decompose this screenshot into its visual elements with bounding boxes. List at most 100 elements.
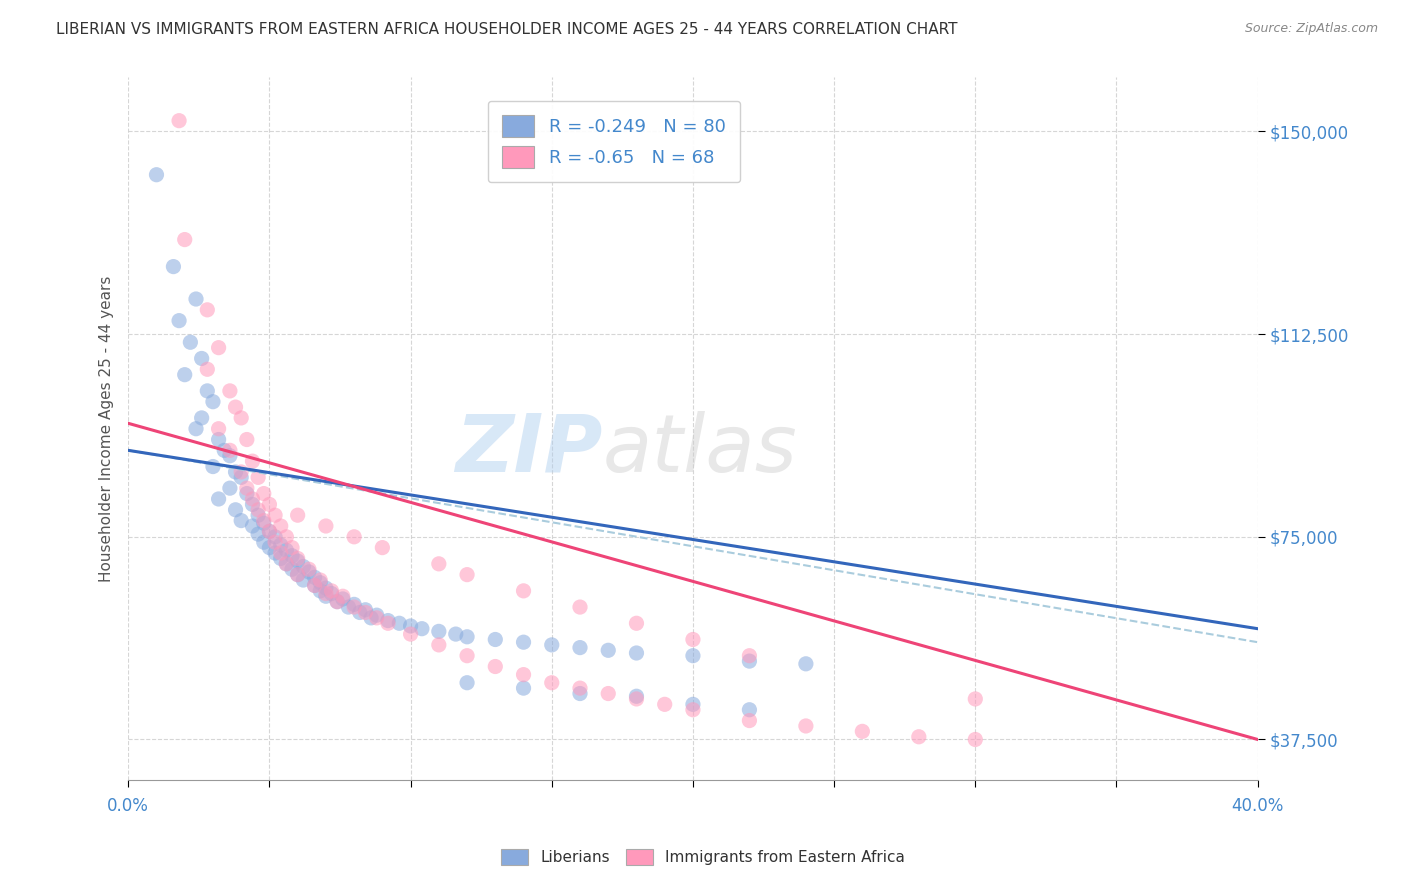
Point	[253, 514, 276, 528]
Point	[242, 519, 264, 533]
Point	[259, 524, 281, 539]
Point	[247, 508, 270, 523]
Point	[309, 575, 332, 590]
Text: LIBERIAN VS IMMIGRANTS FROM EASTERN AFRICA HOUSEHOLDER INCOME AGES 25 - 44 YEARS: LIBERIAN VS IMMIGRANTS FROM EASTERN AFRI…	[56, 22, 957, 37]
Point	[315, 586, 337, 600]
Point	[270, 546, 292, 560]
Point	[276, 530, 298, 544]
Point	[219, 443, 242, 458]
Point	[738, 648, 761, 663]
Point	[212, 443, 235, 458]
Point	[343, 598, 366, 612]
Point	[287, 551, 309, 566]
Point	[259, 541, 281, 555]
Point	[366, 608, 388, 623]
Point	[219, 449, 242, 463]
Point	[569, 600, 592, 615]
Point	[145, 168, 167, 182]
Point	[264, 530, 287, 544]
Point	[321, 583, 343, 598]
Point	[264, 535, 287, 549]
Point	[332, 591, 354, 606]
Point	[399, 619, 422, 633]
Point	[304, 570, 326, 584]
Point	[270, 538, 292, 552]
Point	[247, 527, 270, 541]
Point	[540, 638, 562, 652]
Point	[309, 573, 332, 587]
Point	[388, 616, 411, 631]
Point	[337, 600, 360, 615]
Point	[456, 675, 478, 690]
Point	[253, 486, 276, 500]
Point	[794, 719, 817, 733]
Point	[247, 503, 270, 517]
Point	[236, 433, 259, 447]
Point	[484, 659, 506, 673]
Point	[512, 583, 534, 598]
Point	[794, 657, 817, 671]
Point	[190, 411, 212, 425]
Point	[399, 627, 422, 641]
Point	[377, 616, 399, 631]
Text: Source: ZipAtlas.com: Source: ZipAtlas.com	[1244, 22, 1378, 36]
Point	[569, 687, 592, 701]
Point	[201, 459, 224, 474]
Point	[304, 578, 326, 592]
Point	[512, 667, 534, 681]
Point	[259, 497, 281, 511]
Point	[190, 351, 212, 366]
Point	[264, 508, 287, 523]
Point	[179, 335, 201, 350]
Point	[738, 714, 761, 728]
Point	[626, 616, 648, 631]
Point	[332, 589, 354, 603]
Point	[427, 557, 450, 571]
Point	[349, 606, 371, 620]
Point	[259, 524, 281, 539]
Point	[242, 497, 264, 511]
Point	[253, 516, 276, 531]
Point	[598, 643, 620, 657]
Point	[298, 565, 321, 579]
Point	[682, 648, 704, 663]
Point	[427, 638, 450, 652]
Point	[281, 549, 304, 563]
Point	[326, 595, 349, 609]
Point	[654, 698, 676, 712]
Legend: R = -0.249   N = 80, R = -0.65   N = 68: R = -0.249 N = 80, R = -0.65 N = 68	[488, 101, 740, 183]
Point	[207, 433, 229, 447]
Point	[965, 732, 987, 747]
Point	[207, 422, 229, 436]
Point	[343, 530, 366, 544]
Point	[965, 692, 987, 706]
Point	[427, 624, 450, 639]
Point	[292, 559, 315, 574]
Point	[236, 481, 259, 495]
Point	[167, 313, 190, 327]
Point	[287, 567, 309, 582]
Point	[231, 465, 253, 479]
Point	[231, 514, 253, 528]
Point	[231, 470, 253, 484]
Point	[682, 698, 704, 712]
Point	[270, 519, 292, 533]
Point	[377, 614, 399, 628]
Point	[354, 606, 377, 620]
Point	[276, 557, 298, 571]
Point	[315, 519, 337, 533]
Point	[281, 541, 304, 555]
Point	[195, 362, 218, 376]
Point	[343, 600, 366, 615]
Point	[225, 503, 247, 517]
Point	[512, 635, 534, 649]
Point	[512, 681, 534, 695]
Point	[371, 541, 394, 555]
Point	[315, 581, 337, 595]
Point	[738, 654, 761, 668]
Text: atlas: atlas	[603, 411, 797, 489]
Point	[321, 586, 343, 600]
Point	[569, 640, 592, 655]
Point	[219, 481, 242, 495]
Point	[264, 546, 287, 560]
